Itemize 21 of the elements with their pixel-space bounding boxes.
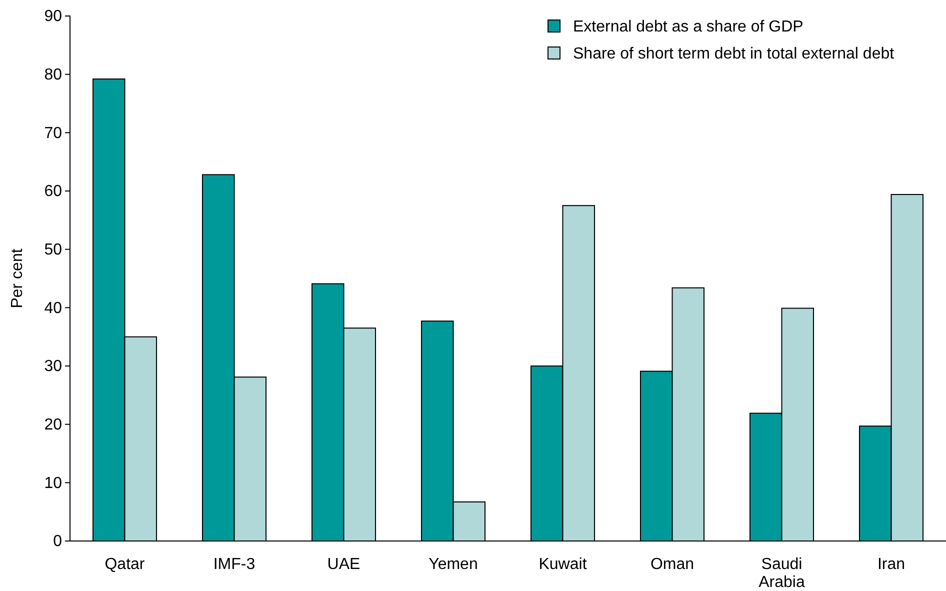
y-tick-label: 40 [44,300,62,317]
y-tick-label: 50 [44,241,62,258]
legend-label: External debt as a share of GDP [573,18,804,36]
y-tick-label: 70 [44,124,62,142]
y-tick-label: 60 [44,183,62,200]
y-tick-label: 0 [53,533,62,550]
y-tick-label: 90 [44,8,62,26]
x-tick-label: Oman [650,556,694,573]
y-tick-label: 10 [44,474,62,492]
x-tick-label: UAE [327,556,360,573]
y-tick-label: 80 [44,66,62,84]
x-tick-label: Iran [877,556,906,573]
y-tick-label: 20 [44,416,62,434]
x-tick-label: Qatar [104,556,146,573]
x-tick-label: Kuwait [538,556,588,573]
x-tick-label: IMF-3 [213,556,256,573]
x-tick-label: Yemen [428,556,478,573]
legend-label: Share of short term debt in total external debt [573,46,895,63]
x-tick-label: Saudi Arabia [758,556,805,591]
y-tick-label: 30 [44,358,62,376]
y-axis-title: Per cent [9,248,26,308]
